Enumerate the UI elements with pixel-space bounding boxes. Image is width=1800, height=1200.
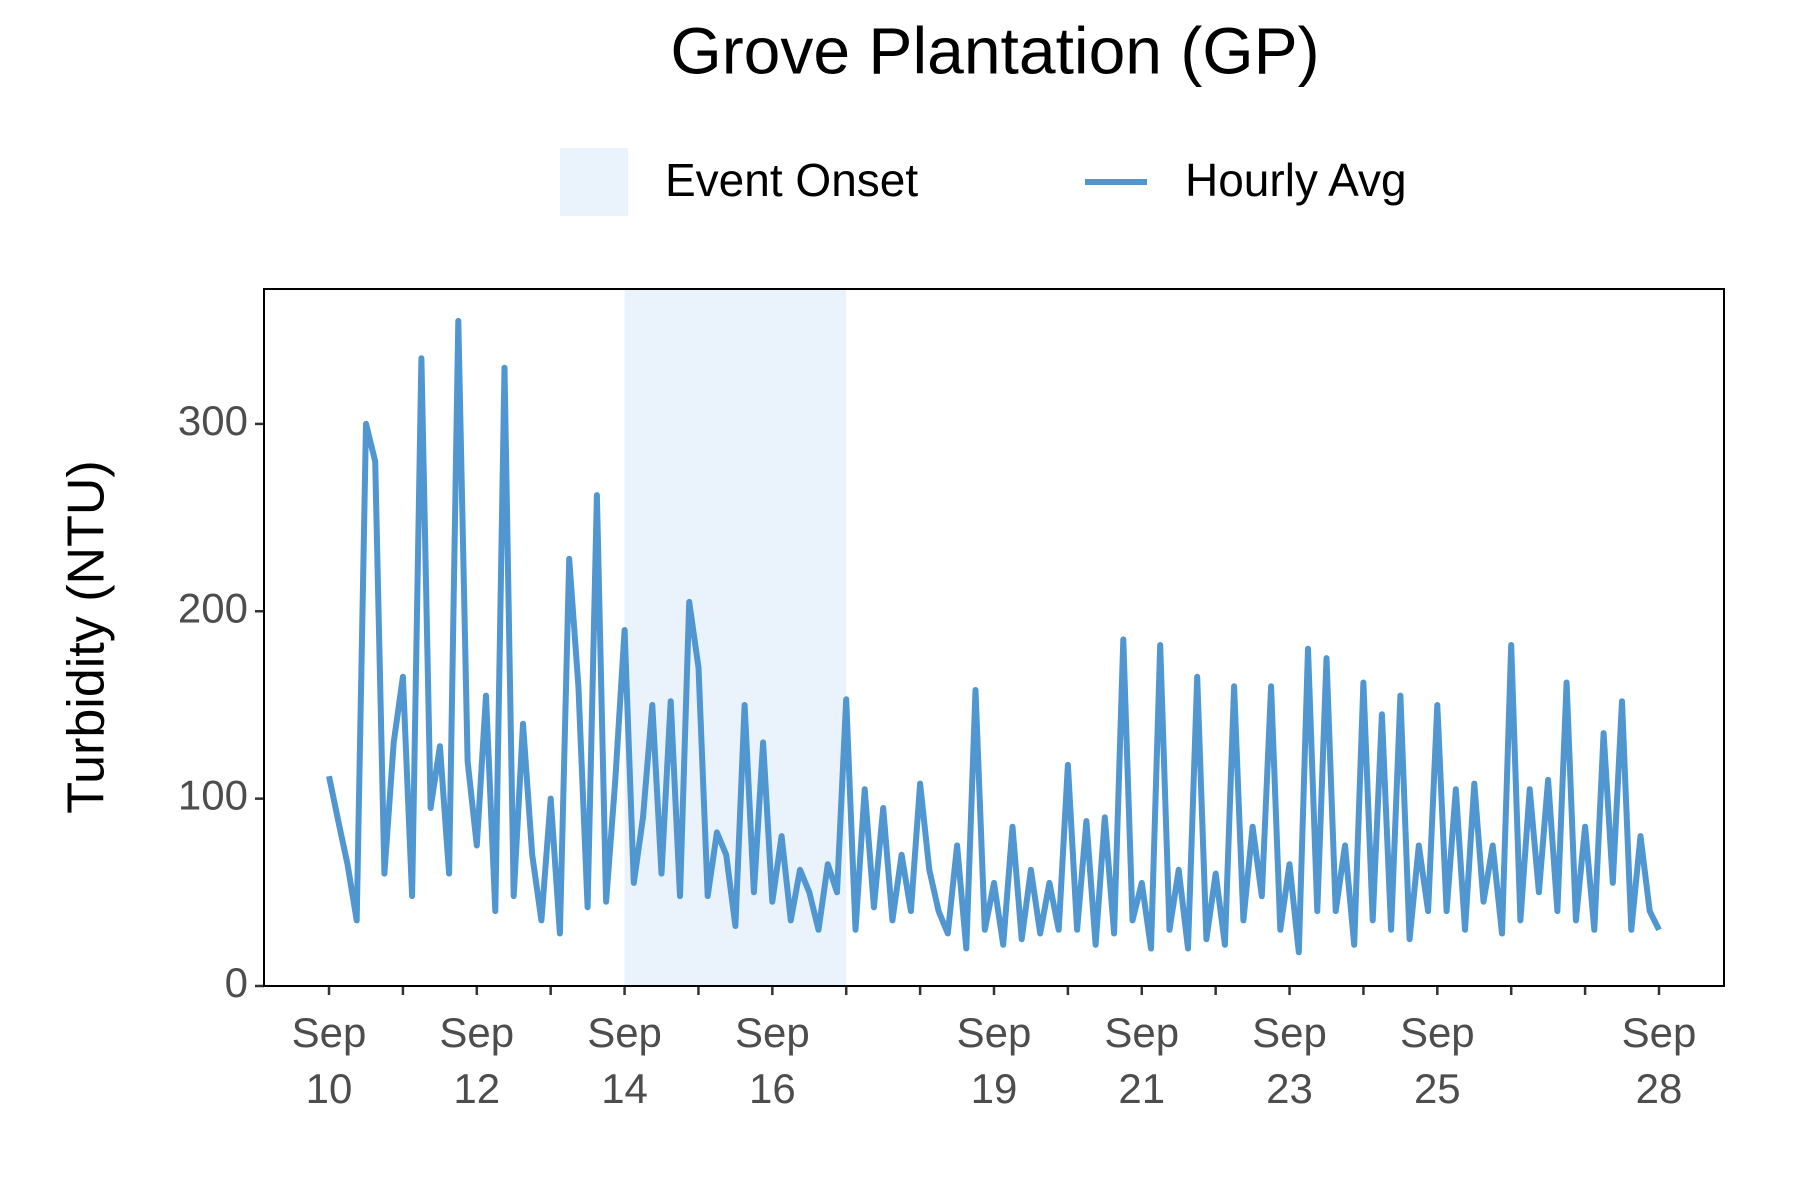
- x-tick-label: Sep 28: [1622, 1009, 1697, 1112]
- y-tick-label: 100: [178, 772, 248, 819]
- x-tick-label: Sep 14: [587, 1009, 662, 1112]
- legend-swatch: [560, 148, 628, 216]
- legend-label: Hourly Avg: [1185, 154, 1407, 206]
- x-tick-label: Sep 23: [1252, 1009, 1327, 1112]
- x-tick-label: Sep 19: [957, 1009, 1032, 1112]
- chart-title: Grove Plantation (GP): [670, 13, 1319, 87]
- x-tick-label: Sep 10: [292, 1009, 367, 1112]
- x-tick-label: Sep 16: [735, 1009, 810, 1112]
- plot-frame: [263, 288, 1725, 987]
- x-tick-label: Sep 25: [1400, 1009, 1475, 1112]
- y-tick-label: 0: [225, 959, 248, 1006]
- data-line: [326, 317, 1662, 956]
- y-axis-title: Turbidity (NTU): [58, 460, 116, 813]
- y-tick-label: 300: [178, 397, 248, 444]
- x-tick-label: Sep 12: [439, 1009, 514, 1112]
- y-tick-label: 200: [178, 584, 248, 631]
- legend-label: Event Onset: [665, 154, 918, 206]
- x-tick-label: Sep 21: [1104, 1009, 1179, 1112]
